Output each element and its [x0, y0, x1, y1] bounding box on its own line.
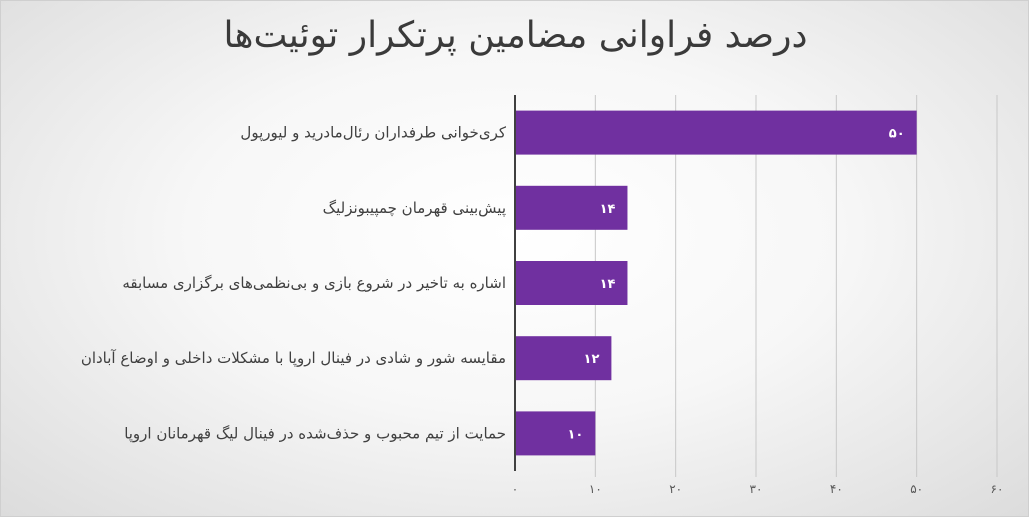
tick-label: ۶۰: [991, 482, 1004, 496]
tick-label: ۵۰: [910, 482, 923, 496]
data-label: ۵۰: [889, 127, 905, 142]
bar: [515, 336, 612, 381]
tick-label: ۲۰: [669, 482, 682, 496]
bar: [515, 261, 628, 305]
category-label: حمایت از تیم محبوب و حذف‌شده در فینال لی…: [124, 424, 506, 443]
chart-title: درصد فراوانی مضامین پرتکرار توئیت‌ها: [223, 15, 808, 56]
data-label: ۱۴: [600, 202, 616, 217]
category-label: اشاره به تاخیر در شروع بازی و بی‌نظمی‌ها…: [122, 274, 506, 292]
tick-label: ۳۰: [750, 482, 763, 496]
data-label: ۱۲: [584, 352, 600, 367]
data-label: ۱۴: [600, 277, 616, 292]
category-label: پیش‌بینی قهرمان چمپیبونزلیگ: [323, 199, 506, 218]
tick-label: ۰: [512, 482, 518, 496]
bar: [515, 110, 917, 155]
bar: [515, 411, 596, 456]
tick-label: ۱۰: [589, 482, 602, 496]
tick-label: ۴۰: [830, 482, 843, 496]
category-label: مقایسه شور و شادی در فینال اروپا با مشکل…: [81, 349, 506, 368]
category-label: کری‌خوانی طرفداران رئال‌مادرید و لیورپول: [240, 124, 506, 143]
bar: [515, 185, 628, 230]
data-label: ۱۰: [567, 427, 583, 442]
